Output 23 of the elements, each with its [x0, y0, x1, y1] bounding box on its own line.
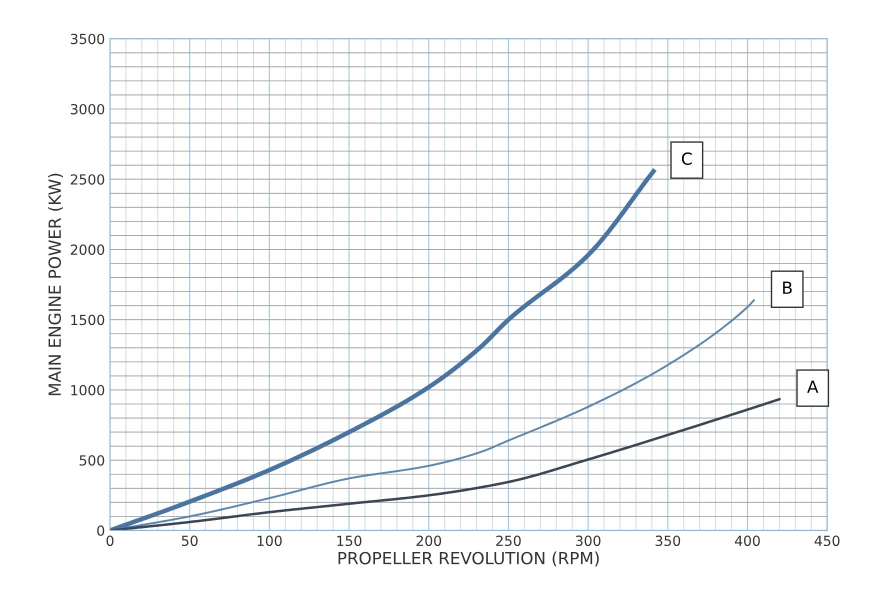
- series-label: C: [682, 152, 692, 165]
- x-tick-label: 250: [496, 536, 521, 546]
- y-tick-label: 2500: [70, 174, 104, 185]
- y-tick-label: 3500: [70, 34, 104, 44]
- x-tick-label: 50: [182, 536, 198, 546]
- x-tick-label: 350: [656, 536, 680, 546]
- x-tick-label: 400: [734, 536, 760, 546]
- y-tick-label: 1000: [71, 384, 104, 396]
- x-tick-label: 100: [258, 536, 282, 546]
- x-tick-label: 450: [814, 536, 840, 546]
- x-tick-label: 200: [416, 536, 442, 546]
- y-tick-label: 1500: [71, 314, 104, 326]
- x-axis-title: PROPELLER REVOLUTION (RPM): [338, 552, 599, 566]
- y-axis-title: MAIN ENGINE POWER (KW): [48, 174, 63, 396]
- y-tick-label: 3000: [70, 104, 104, 114]
- series-label: B: [783, 282, 792, 294]
- x-tick-label: 150: [337, 536, 362, 546]
- y-tick-label: 500: [80, 455, 104, 466]
- y-tick-label: 0: [97, 525, 104, 536]
- x-tick-label: 0: [106, 536, 114, 546]
- series-label: A: [807, 380, 818, 393]
- x-tick-label: 300: [576, 536, 600, 546]
- y-tick-label: 2000: [70, 244, 104, 255]
